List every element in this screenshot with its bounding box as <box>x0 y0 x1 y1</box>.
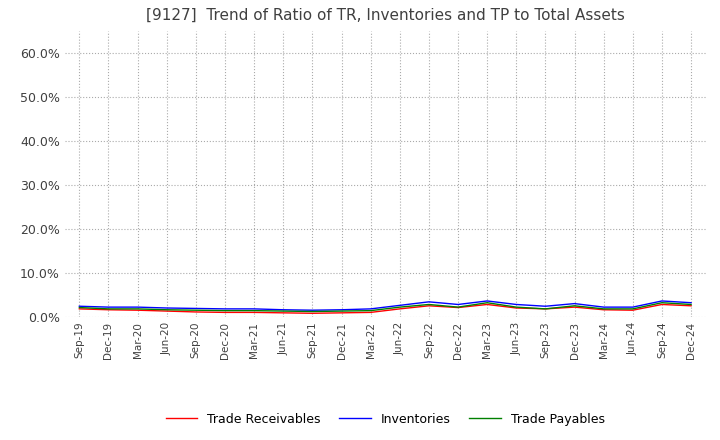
Inventories <box>454 302 462 307</box>
Trade Payables <box>657 300 666 305</box>
Line: Trade Receivables: Trade Receivables <box>79 304 691 313</box>
Trade Payables <box>250 308 258 313</box>
Inventories <box>512 302 521 307</box>
Trade Receivables <box>687 303 696 308</box>
Inventories <box>657 298 666 304</box>
Trade Payables <box>512 304 521 310</box>
Trade Payables <box>454 304 462 310</box>
Inventories <box>541 304 550 309</box>
Trade Receivables <box>570 304 579 310</box>
Line: Inventories: Inventories <box>79 301 691 310</box>
Trade Payables <box>425 302 433 307</box>
Trade Receivables <box>657 302 666 307</box>
Trade Receivables <box>250 310 258 315</box>
Inventories <box>163 305 171 311</box>
Trade Payables <box>163 307 171 312</box>
Inventories <box>395 303 404 308</box>
Trade Receivables <box>541 306 550 312</box>
Trade Payables <box>279 308 287 314</box>
Inventories <box>220 306 229 312</box>
Inventories <box>308 308 317 313</box>
Inventories <box>104 304 113 310</box>
Trade Receivables <box>629 308 637 313</box>
Trade Receivables <box>163 308 171 314</box>
Trade Payables <box>687 302 696 307</box>
Inventories <box>337 307 346 312</box>
Trade Receivables <box>104 307 113 312</box>
Trade Receivables <box>337 310 346 315</box>
Trade Payables <box>541 306 550 312</box>
Trade Receivables <box>220 310 229 315</box>
Trade Receivables <box>75 306 84 312</box>
Inventories <box>366 306 375 312</box>
Trade Receivables <box>425 303 433 308</box>
Legend: Trade Receivables, Inventories, Trade Payables: Trade Receivables, Inventories, Trade Pa… <box>161 408 610 431</box>
Trade Receivables <box>366 310 375 315</box>
Trade Receivables <box>133 308 142 313</box>
Inventories <box>192 306 200 311</box>
Trade Payables <box>570 303 579 308</box>
Trade Receivables <box>454 305 462 310</box>
Trade Receivables <box>192 309 200 315</box>
Trade Payables <box>395 304 404 310</box>
Inventories <box>570 301 579 306</box>
Trade Receivables <box>483 302 492 307</box>
Inventories <box>279 307 287 312</box>
Trade Payables <box>337 308 346 314</box>
Trade Payables <box>599 306 608 312</box>
Inventories <box>483 298 492 304</box>
Title: [9127]  Trend of Ratio of TR, Inventories and TP to Total Assets: [9127] Trend of Ratio of TR, Inventories… <box>145 7 625 23</box>
Inventories <box>425 299 433 304</box>
Inventories <box>75 304 84 309</box>
Trade Receivables <box>279 310 287 315</box>
Inventories <box>629 304 637 310</box>
Inventories <box>687 300 696 305</box>
Trade Payables <box>104 306 113 312</box>
Trade Payables <box>220 308 229 313</box>
Inventories <box>250 306 258 312</box>
Inventories <box>599 304 608 310</box>
Trade Receivables <box>308 311 317 316</box>
Line: Trade Payables: Trade Payables <box>79 303 691 312</box>
Trade Receivables <box>599 307 608 312</box>
Trade Payables <box>75 305 84 310</box>
Trade Payables <box>483 300 492 305</box>
Trade Receivables <box>395 306 404 312</box>
Trade Payables <box>629 306 637 312</box>
Trade Receivables <box>512 305 521 311</box>
Trade Payables <box>366 308 375 313</box>
Trade Payables <box>308 309 317 314</box>
Inventories <box>133 304 142 310</box>
Trade Payables <box>133 306 142 312</box>
Trade Payables <box>192 308 200 313</box>
